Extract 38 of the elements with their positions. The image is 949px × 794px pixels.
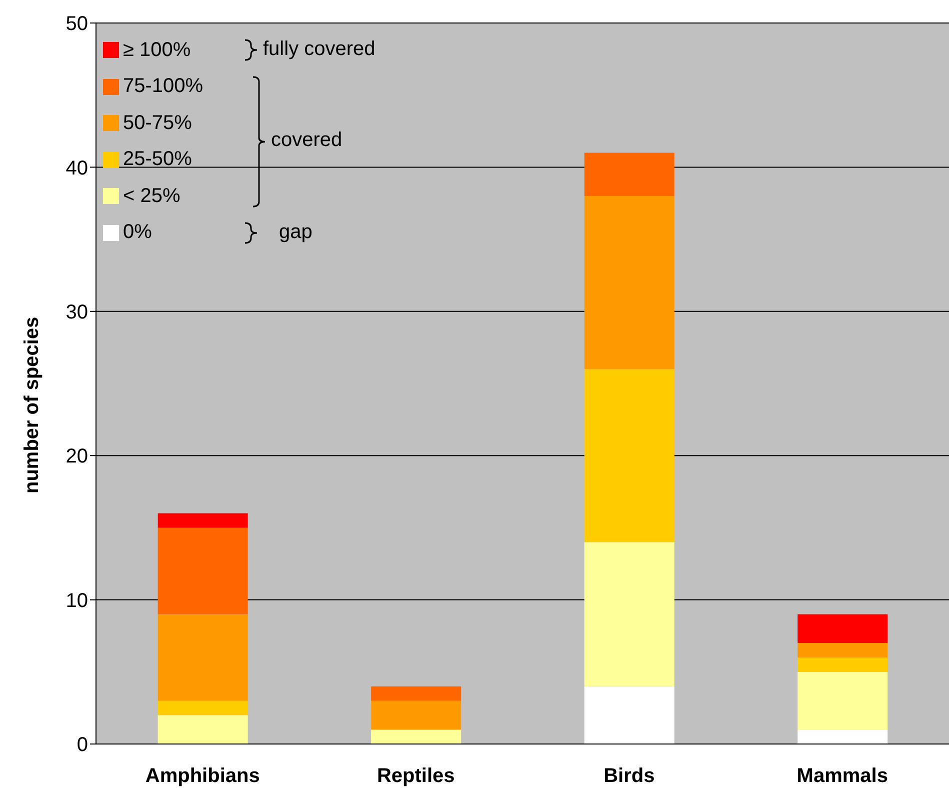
annotation: gap — [279, 220, 312, 244]
y-tick-label: 20 — [66, 446, 88, 468]
x-tick-label: Mammals — [796, 765, 888, 788]
legend-label: 25-50% — [123, 148, 192, 171]
bar — [371, 686, 462, 701]
bar — [158, 513, 248, 528]
y-tick-label: 40 — [66, 157, 88, 180]
annotation: covered — [271, 129, 342, 152]
x-tick-label: Birds — [604, 765, 655, 788]
y-tick-label: 0 — [76, 734, 88, 756]
x-tick-label: Reptiles — [376, 765, 455, 788]
y-axis-title: number of species — [21, 316, 44, 494]
annotation: fully covered — [263, 38, 376, 61]
bar — [158, 614, 248, 701]
bar — [158, 528, 248, 614]
bar — [584, 196, 674, 370]
legend-label: ≥ 100% — [123, 38, 191, 62]
bar — [371, 700, 462, 730]
bar — [584, 369, 674, 542]
bar — [584, 542, 674, 686]
legend-label: < 25% — [123, 184, 180, 208]
legend-label: 0% — [123, 221, 152, 244]
bar — [584, 686, 674, 744]
bar — [158, 715, 248, 744]
x-tick-label: Amphibians — [145, 765, 260, 788]
bar — [798, 614, 888, 644]
bar — [798, 657, 888, 672]
y-tick-label: 30 — [66, 302, 88, 324]
bar — [371, 730, 462, 744]
bar — [158, 700, 248, 716]
legend-label: 50-75% — [123, 112, 192, 134]
y-tick-label: 10 — [66, 590, 88, 612]
bar — [584, 152, 674, 196]
bar — [798, 672, 888, 730]
legend-label: 75-100% — [123, 75, 204, 98]
bar — [798, 643, 888, 658]
bar — [798, 730, 888, 744]
y-tick-label: 50 — [66, 13, 88, 36]
